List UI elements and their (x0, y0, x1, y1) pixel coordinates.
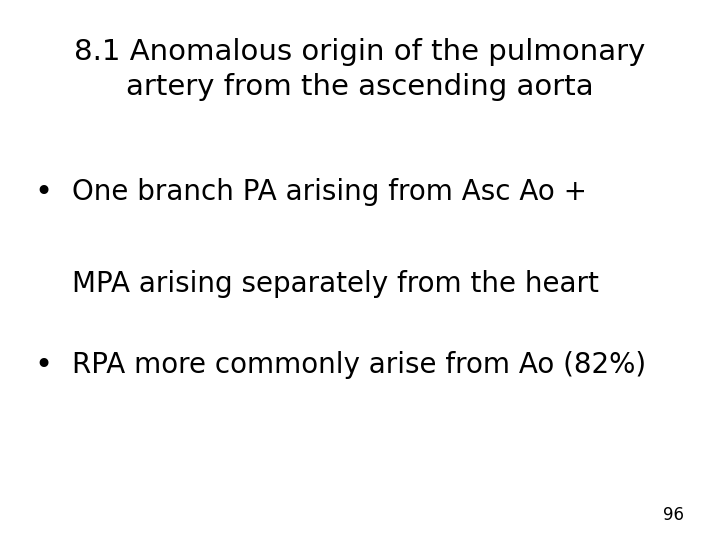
Text: 96: 96 (663, 506, 684, 524)
Text: •: • (34, 351, 53, 380)
Text: 8.1 Anomalous origin of the pulmonary
artery from the ascending aorta: 8.1 Anomalous origin of the pulmonary ar… (74, 38, 646, 102)
Text: One branch PA arising from Asc Ao +: One branch PA arising from Asc Ao + (72, 178, 587, 206)
Text: RPA more commonly arise from Ao (82%): RPA more commonly arise from Ao (82%) (72, 351, 646, 379)
Text: •: • (34, 178, 53, 207)
Text: MPA arising separately from the heart: MPA arising separately from the heart (72, 270, 599, 298)
